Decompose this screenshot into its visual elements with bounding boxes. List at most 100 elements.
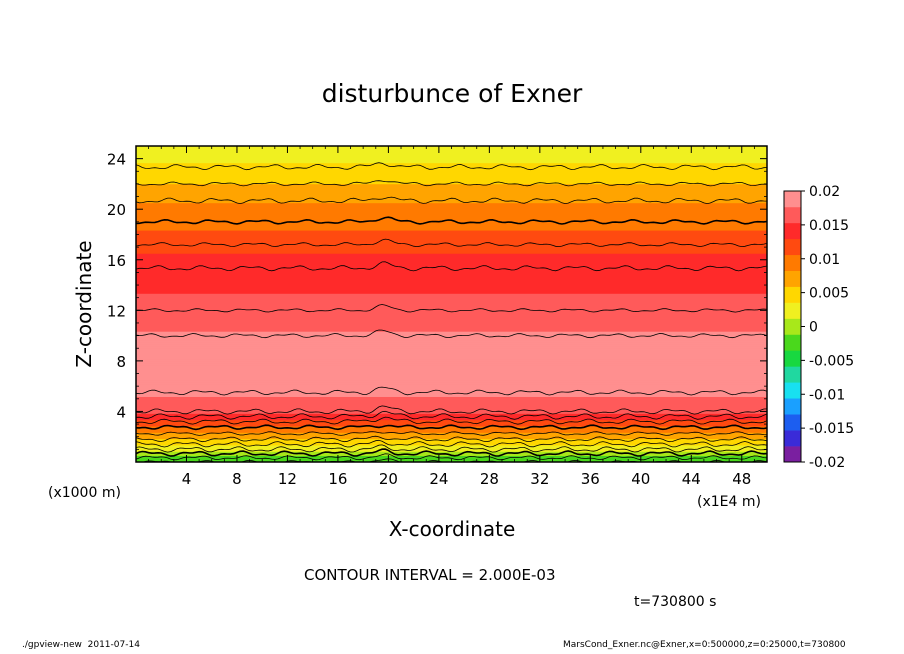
x-tick-label: 12	[278, 470, 297, 488]
field-strip	[136, 449, 767, 452]
field-strip	[136, 288, 767, 292]
field-strip	[136, 354, 767, 357]
field-strip	[136, 170, 767, 174]
x-axis: 4 8 12 16 20 24 28 32 36 40 44 48	[148, 146, 755, 488]
colorbar-band	[784, 222, 801, 240]
field-strip	[136, 455, 767, 459]
field-strip	[136, 208, 767, 212]
y-tick-label: 16	[107, 252, 126, 270]
field-strip	[136, 385, 767, 389]
colorbar-band	[784, 446, 801, 463]
field-strip	[136, 430, 767, 433]
field-strip	[136, 238, 767, 242]
colorbar-tick-label: -0.02	[809, 455, 845, 471]
field-strip	[136, 272, 767, 275]
footer-right: MarsCond_Exner.nc@Exner,x=0:500000,z=0:2…	[563, 640, 846, 650]
chart-title: disturbunce of Exner	[322, 79, 583, 108]
field-strip	[136, 373, 767, 376]
field-strip	[136, 444, 767, 448]
colorbar-tick-label: 0	[809, 320, 818, 336]
colorbar-tick-label: 0.02	[809, 184, 840, 200]
x-tick-label: 20	[379, 470, 398, 488]
field-strip	[136, 253, 767, 256]
field-strip	[136, 387, 767, 391]
field-strip	[136, 166, 767, 170]
field-strip	[136, 162, 767, 166]
contour-line	[136, 180, 767, 187]
contour-line	[136, 216, 767, 225]
field-strip	[136, 168, 767, 172]
field-strip	[136, 244, 767, 248]
x-tick-label: 48	[732, 470, 751, 488]
field-strip	[136, 293, 767, 296]
colorbar-band	[784, 302, 801, 319]
colorbar-band	[784, 318, 801, 335]
field-strip	[136, 394, 767, 397]
colorbar-band	[784, 350, 801, 367]
y-axis-title: Z-coordinate	[72, 240, 96, 367]
field-strip	[136, 286, 767, 290]
contour-line	[136, 410, 767, 420]
contour-interval-label: CONTOUR INTERVAL = 2.000E-03	[304, 566, 555, 584]
colored-field	[136, 146, 767, 462]
field-strip	[136, 215, 767, 218]
field-strip	[136, 364, 767, 368]
contour-line	[136, 304, 767, 313]
colorbar-tick-label: 0.01	[809, 252, 840, 268]
contour-line	[136, 453, 767, 461]
x-tick-label: 32	[530, 470, 549, 488]
field-strip	[136, 217, 767, 221]
field-strip	[136, 341, 767, 345]
field-strip	[136, 295, 767, 298]
field-strip	[136, 156, 767, 159]
field-strip	[136, 312, 767, 315]
x-tick-label: 4	[182, 470, 192, 488]
field-strip	[136, 221, 767, 225]
contour-line	[136, 448, 767, 457]
colorbar-band	[784, 206, 801, 224]
field-strip	[136, 335, 767, 339]
field-strip	[136, 398, 767, 402]
contour-line	[136, 196, 767, 205]
field-strip	[136, 282, 767, 286]
x-tick-label: 36	[581, 470, 600, 488]
field-strip	[136, 225, 767, 229]
field-strip	[136, 328, 767, 332]
field-strip	[136, 175, 767, 178]
field-strip	[136, 350, 767, 353]
colorbar-band	[784, 398, 801, 415]
field-strip	[136, 324, 767, 328]
field-strip	[136, 261, 767, 265]
field-strip	[136, 339, 767, 343]
colorbar-band	[784, 254, 801, 272]
field-strip	[136, 358, 767, 362]
field-strip	[136, 257, 767, 261]
field-strip	[136, 427, 767, 431]
x-tick-label: 16	[328, 470, 347, 488]
contour-line	[136, 162, 767, 171]
field-strip	[136, 409, 767, 412]
field-strip	[136, 255, 767, 258]
field-strip	[136, 400, 767, 404]
colorbar-tick-label: 0.015	[809, 218, 849, 234]
field-strip	[136, 202, 767, 206]
y-tick-label: 20	[107, 201, 126, 219]
field-strip	[136, 442, 767, 446]
x-tick-label: 8	[232, 470, 242, 488]
field-strip	[136, 360, 767, 364]
contour-line	[136, 444, 767, 453]
field-strip	[136, 305, 767, 309]
field-strip	[136, 375, 767, 379]
field-strip	[136, 189, 767, 193]
field-strip	[136, 383, 767, 387]
field-strip	[136, 229, 767, 233]
field-strip	[136, 200, 767, 204]
colorbar-tick-label: -0.01	[809, 387, 845, 403]
field-strip	[136, 173, 767, 176]
field-strip	[136, 152, 767, 155]
field-strip	[136, 396, 767, 400]
field-strip	[136, 259, 767, 263]
field-strip	[136, 206, 767, 210]
field-strip	[136, 320, 767, 324]
